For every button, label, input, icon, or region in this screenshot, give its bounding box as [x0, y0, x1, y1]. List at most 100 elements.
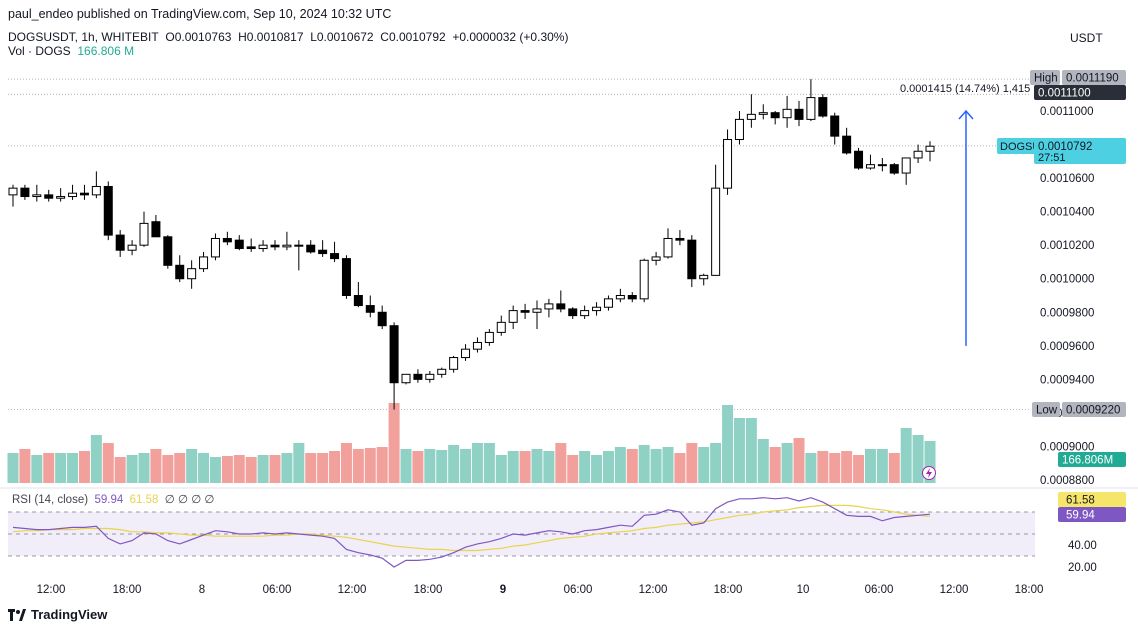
- volume-bar: [674, 453, 686, 483]
- volume-bar: [745, 418, 757, 483]
- volume-bar: [602, 451, 614, 483]
- candle-body: [91, 185, 101, 196]
- candle-body: [615, 295, 625, 300]
- measure-arrow-head: [958, 109, 974, 120]
- high-tag-label: High: [1034, 73, 1058, 85]
- time-tick-label: 12:00: [338, 584, 367, 596]
- volume-bar: [495, 455, 507, 483]
- volume-bar: [519, 451, 531, 483]
- candle-body: [210, 237, 220, 258]
- candle-body: [663, 237, 673, 258]
- rsi-line: [12, 497, 931, 568]
- volume-bar: [817, 451, 829, 483]
- candle-body: [282, 244, 292, 248]
- price-axis[interactable]: 0.00110000.00108000.00106000.00104000.00…: [997, 70, 1126, 487]
- candle-body: [603, 298, 613, 308]
- volume-bar: [269, 455, 281, 483]
- candle-body: [449, 357, 459, 370]
- volume-bar: [829, 453, 841, 483]
- time-axis[interactable]: 12:00 18:00 8 06:00 12:00 18:00 9 06:00 12:00 18:…: [37, 584, 1044, 596]
- volume-bars: [7, 403, 936, 483]
- candle-body: [508, 310, 518, 323]
- volume-bar: [400, 449, 412, 483]
- volume-legend-label[interactable]: Vol · DOGS: [8, 44, 71, 58]
- volume-bar: [567, 455, 579, 483]
- candle-body: [651, 256, 661, 261]
- candle-body: [127, 244, 137, 251]
- candle-body: [389, 325, 399, 384]
- candle-body: [341, 258, 351, 297]
- close-label: C: [380, 30, 389, 44]
- candle-body: [401, 373, 411, 384]
- tradingview-logo-text: TradingView: [31, 607, 108, 622]
- rsi-tick-label: 40.00: [1068, 540, 1097, 552]
- candle-body: [734, 118, 744, 141]
- tradingview-logo-icon: [8, 608, 26, 621]
- currency-label[interactable]: USDT: [1070, 31, 1103, 45]
- time-tick-label: 12:00: [639, 584, 668, 596]
- candle-body: [222, 237, 232, 243]
- time-tick-label: 18:00: [714, 584, 743, 596]
- candle-body: [246, 246, 256, 250]
- volume-bar: [876, 449, 888, 483]
- volume-bar: [19, 449, 31, 483]
- volume-bar: [591, 455, 603, 483]
- volume-bar: [460, 449, 472, 483]
- symbol-info[interactable]: DOGSUSDT, 1h, WHITEBIT: [8, 30, 159, 44]
- countdown-value: 27:51: [1038, 152, 1066, 164]
- candle-body: [294, 244, 304, 247]
- rsi-ma-tag-value: 61.58: [1066, 495, 1095, 507]
- last-price-tag-value: 0.0010792: [1038, 141, 1092, 153]
- low-tag-label: Low: [1036, 405, 1058, 417]
- volume-bar: [138, 453, 150, 483]
- volume-bar: [364, 448, 376, 483]
- candle-body: [592, 306, 602, 312]
- volume-bar: [912, 435, 924, 483]
- volume-bar: [233, 455, 245, 483]
- volume-bar: [412, 451, 424, 483]
- candle-body: [639, 259, 649, 300]
- candle-body: [627, 295, 637, 300]
- high-tag-value-bg: [1062, 70, 1126, 85]
- rsi-value: 59.94: [94, 494, 124, 506]
- volume-bar: [376, 447, 388, 483]
- candle-body: [318, 249, 328, 255]
- change-value: +0.0000032 (+0.30%): [452, 30, 569, 44]
- rsi-legend[interactable]: RSI (14, close) 59.94 61.58 ∅ ∅ ∅ ∅: [12, 492, 214, 506]
- volume-bar: [221, 456, 233, 483]
- candle-body: [901, 157, 911, 174]
- volume-bar: [543, 451, 555, 483]
- candle-body: [675, 237, 685, 241]
- volume-bar: [340, 443, 352, 483]
- volume-bar: [781, 443, 793, 483]
- volume-bar: [150, 449, 162, 483]
- volume-bar: [90, 435, 102, 483]
- price-tick-label: 0.0009000: [1040, 441, 1094, 453]
- last-price-tag-bg: [1034, 138, 1126, 164]
- rsi-label: RSI (14, close): [12, 494, 89, 506]
- candle-body: [187, 268, 197, 280]
- volume-legend-value: 166.806 M: [77, 44, 135, 58]
- candle-body: [699, 274, 709, 280]
- candle-body: [139, 222, 149, 246]
- publisher-attribution: paul_endeo published on TradingView.com,…: [8, 7, 392, 21]
- tradingview-logo[interactable]: TradingView: [8, 607, 107, 622]
- candle-body: [258, 244, 268, 250]
- candle-body: [782, 108, 792, 119]
- volume-bar: [317, 453, 329, 483]
- rsi-extra-values: ∅ ∅ ∅ ∅: [164, 494, 215, 506]
- volume-tag-value-bg: [1058, 452, 1126, 467]
- volume-bar: [388, 403, 400, 483]
- lightning-icon-glyph: [926, 468, 932, 478]
- high-tag-label-bg: [1030, 70, 1060, 85]
- volume-bar: [67, 453, 79, 483]
- price-tick-label: 0.0010600: [1040, 173, 1094, 185]
- candle-body: [818, 97, 828, 117]
- candle-body: [520, 310, 530, 313]
- candle-body: [687, 239, 697, 280]
- volume-bar: [710, 443, 722, 483]
- high-label: H: [238, 30, 247, 44]
- candle-body: [175, 264, 185, 280]
